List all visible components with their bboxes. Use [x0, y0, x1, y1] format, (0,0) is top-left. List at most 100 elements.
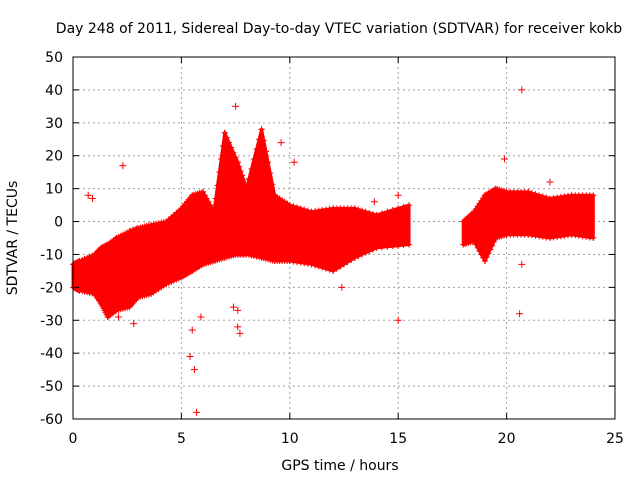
data-point	[228, 144, 235, 151]
data-point	[301, 206, 308, 213]
data-point	[212, 195, 219, 202]
data-point	[333, 265, 340, 272]
data-point	[240, 176, 247, 183]
plot-area	[70, 86, 597, 416]
y-axis-label: SDTVAR / TECUs	[5, 181, 21, 296]
data-point	[84, 254, 91, 261]
data-point	[315, 207, 322, 214]
data-band	[548, 193, 574, 240]
data-point	[219, 142, 226, 149]
data-point	[389, 243, 396, 250]
data-point	[490, 238, 497, 245]
x-tick-label: 0	[69, 431, 78, 447]
data-point	[205, 198, 212, 205]
data-point	[236, 163, 243, 170]
data-point	[373, 211, 380, 218]
data-point	[290, 203, 297, 210]
data-point	[472, 241, 479, 248]
data-point	[304, 260, 311, 267]
data-point	[223, 134, 230, 141]
data-point	[243, 251, 250, 258]
outlier-point	[190, 366, 198, 374]
data-point	[286, 258, 293, 265]
data-point	[234, 159, 241, 166]
y-tick-label: 40	[45, 83, 63, 99]
y-tick-label: 50	[45, 50, 63, 66]
outlier-point	[236, 329, 244, 337]
data-point	[253, 253, 260, 260]
outlier-point	[130, 320, 138, 328]
x-tick-label: 15	[389, 431, 407, 447]
data-point	[170, 277, 177, 284]
data-point	[546, 235, 553, 241]
data-point	[269, 181, 276, 188]
x-tick-label: 25	[606, 431, 624, 447]
data-point	[81, 288, 88, 295]
data-point	[84, 289, 91, 296]
data-band	[570, 193, 595, 240]
data-point	[218, 156, 225, 163]
y-axis: -60 -50 -40 -30 -20 -10 0 10 20 30 40 50	[40, 50, 615, 428]
data-point	[550, 234, 557, 241]
outlier-point	[370, 198, 378, 206]
data-point	[76, 258, 83, 265]
outlier-point	[115, 313, 123, 321]
data-point	[322, 206, 329, 213]
data-point	[265, 159, 272, 166]
data-point	[528, 190, 535, 197]
data-point	[389, 207, 396, 214]
data-point	[485, 250, 492, 257]
y-tick-label: 20	[45, 149, 63, 165]
data-point	[590, 192, 597, 199]
data-point	[539, 233, 546, 240]
outlier-point	[394, 316, 402, 324]
data-point	[554, 233, 561, 240]
x-tick-label: 5	[177, 431, 186, 447]
data-point	[237, 168, 244, 175]
data-point	[489, 242, 496, 249]
x-axis-label: GPS time / hours	[281, 458, 398, 474]
data-band	[505, 190, 530, 237]
data-point	[232, 154, 239, 161]
data-point	[251, 253, 258, 260]
outlier-point	[232, 102, 240, 110]
data-point	[126, 228, 133, 235]
data-point	[557, 193, 564, 200]
data-point	[543, 194, 550, 201]
data-point	[221, 129, 228, 136]
data-band	[114, 229, 131, 312]
y-tick-label: -60	[40, 412, 63, 428]
data-point	[557, 233, 564, 240]
data-point	[158, 219, 165, 226]
data-point	[400, 242, 407, 249]
data-point	[75, 258, 82, 265]
data-point	[546, 195, 553, 202]
data-point	[111, 236, 118, 243]
data-point	[355, 253, 362, 260]
plot-border	[72, 56, 616, 420]
data-point	[130, 226, 137, 233]
data-point	[561, 232, 568, 239]
data-point	[586, 234, 593, 241]
data-point	[369, 210, 376, 217]
data-point	[319, 264, 326, 271]
data-point	[89, 290, 96, 297]
data-point	[369, 246, 376, 253]
data-point	[230, 149, 237, 156]
data-point	[348, 256, 355, 263]
data-point	[175, 275, 182, 282]
data-point	[378, 244, 385, 251]
outlier-point	[186, 352, 194, 360]
outlier-point	[394, 191, 402, 199]
outlier-point	[277, 139, 285, 147]
data-point	[326, 205, 333, 212]
data-point	[312, 262, 319, 269]
data-point	[378, 210, 385, 217]
data-point	[76, 287, 83, 294]
data-point	[165, 279, 172, 286]
data-point	[366, 209, 373, 216]
outlier-point	[500, 155, 508, 163]
data-point	[153, 220, 160, 227]
data-point	[525, 231, 532, 238]
data-point	[532, 191, 539, 198]
